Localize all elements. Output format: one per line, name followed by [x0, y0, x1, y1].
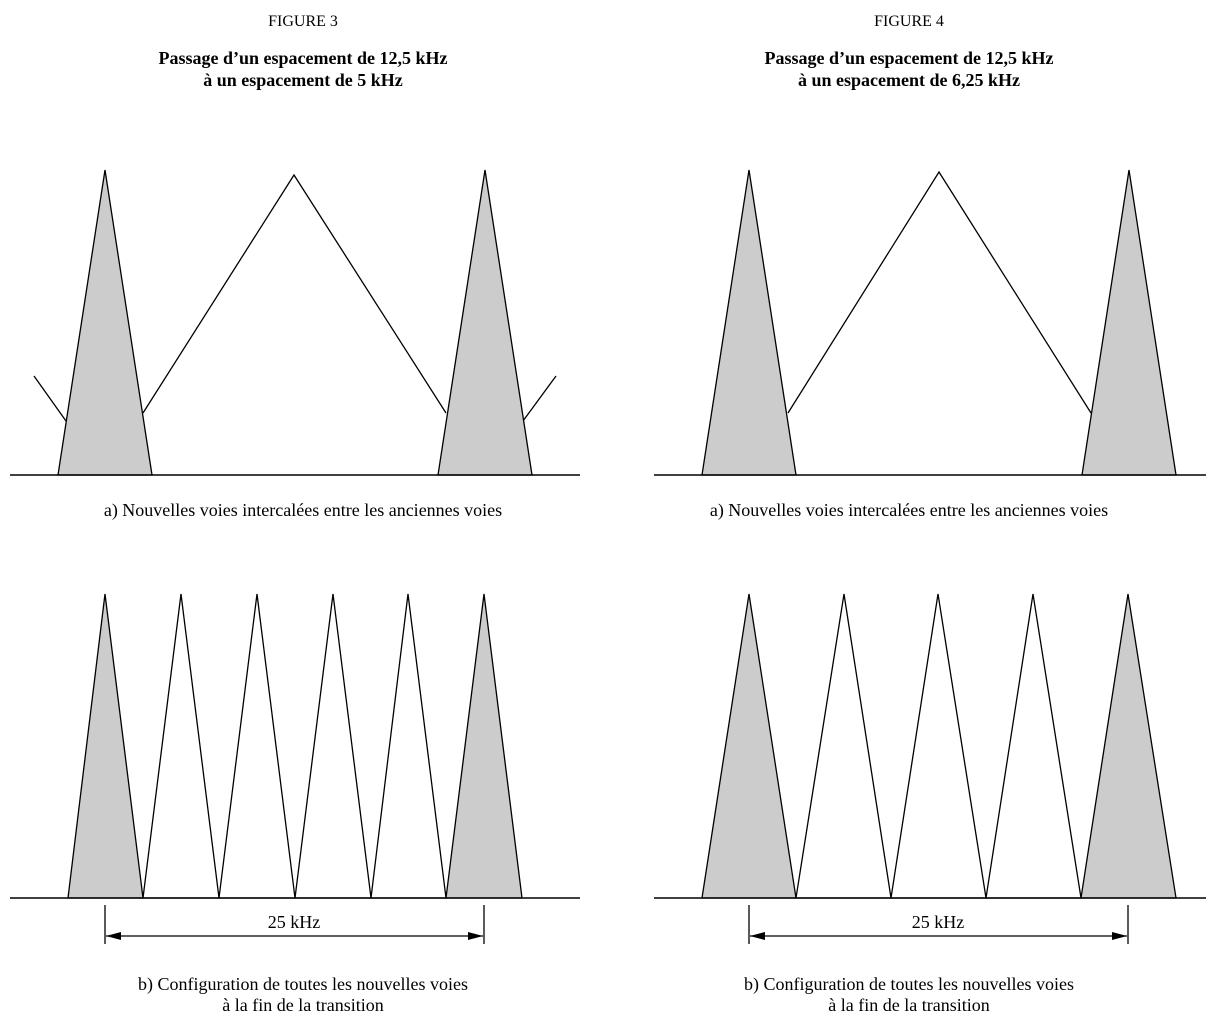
new-channel-left — [57, 169, 153, 476]
caption-b-line-1: b) Configuration de toutes les nouvelles… — [744, 974, 1074, 994]
figure-title-line-1: Passage d’un espacement de 12,5 kHz — [764, 48, 1054, 68]
old-channel-wide — [787, 170, 1092, 414]
caption-b-line-1: b) Configuration de toutes les nouvelles… — [138, 974, 468, 994]
channel-2 — [142, 593, 220, 899]
diagram-a — [654, 169, 1206, 476]
figure-label: FIGURE 4 — [874, 13, 944, 30]
dimension-label: 25 kHz — [268, 912, 321, 932]
figure-title-line-1: Passage d’un espacement de 12,5 kHz — [158, 48, 448, 68]
new-channel-right — [1081, 169, 1177, 476]
channel-4 — [294, 593, 372, 899]
figure-title-line-2: à un espacement de 5 kHz — [203, 70, 403, 90]
figure-3-drawing: 25 kHz — [10, 169, 580, 944]
diagram-a — [10, 169, 580, 476]
channel-4 — [985, 593, 1082, 899]
figure-title-line-2: à un espacement de 6,25 kHz — [798, 70, 1020, 90]
caption-b-line-2: à la fin de la transition — [828, 995, 990, 1015]
channel-3 — [890, 593, 987, 899]
channel-6-shaded — [445, 593, 523, 899]
dimension-label: 25 kHz — [912, 912, 965, 932]
figure-title: Passage d’un espacement de 12,5 kHz à un… — [0, 47, 606, 91]
new-channel-left — [701, 169, 797, 476]
channel-2 — [795, 593, 892, 899]
old-channel-wide — [142, 173, 447, 414]
old-channel-edge-right — [522, 375, 557, 422]
new-channel-right — [437, 169, 533, 476]
old-channel-edge-left — [33, 375, 67, 422]
figure-label: FIGURE 3 — [268, 13, 338, 30]
figure-4: FIGURE 4 Passage d’un espacement de 12,5… — [606, 0, 1212, 1020]
channel-1-shaded — [701, 593, 797, 899]
caption-a: a) Nouvelles voies intercalées entre les… — [103, 500, 503, 520]
caption-b: b) Configuration de toutes les nouvelles… — [606, 974, 1212, 1016]
channel-5 — [370, 593, 447, 899]
figure-3: FIGURE 3 Passage d’un espacement de 12,5… — [0, 0, 606, 1020]
channel-3 — [218, 593, 296, 899]
diagram-b: 25 kHz — [10, 593, 580, 944]
caption-a: a) Nouvelles voies intercalées entre les… — [709, 500, 1109, 520]
diagram-b: 25 kHz — [654, 593, 1206, 944]
channel-1-shaded — [67, 593, 144, 899]
figure-title: Passage d’un espacement de 12,5 kHz à un… — [606, 47, 1212, 91]
channel-5-shaded — [1080, 593, 1177, 899]
caption-b-line-2: à la fin de la transition — [222, 995, 384, 1015]
figure-4-drawing: 25 kHz — [654, 169, 1206, 944]
caption-b: b) Configuration de toutes les nouvelles… — [0, 974, 606, 1016]
